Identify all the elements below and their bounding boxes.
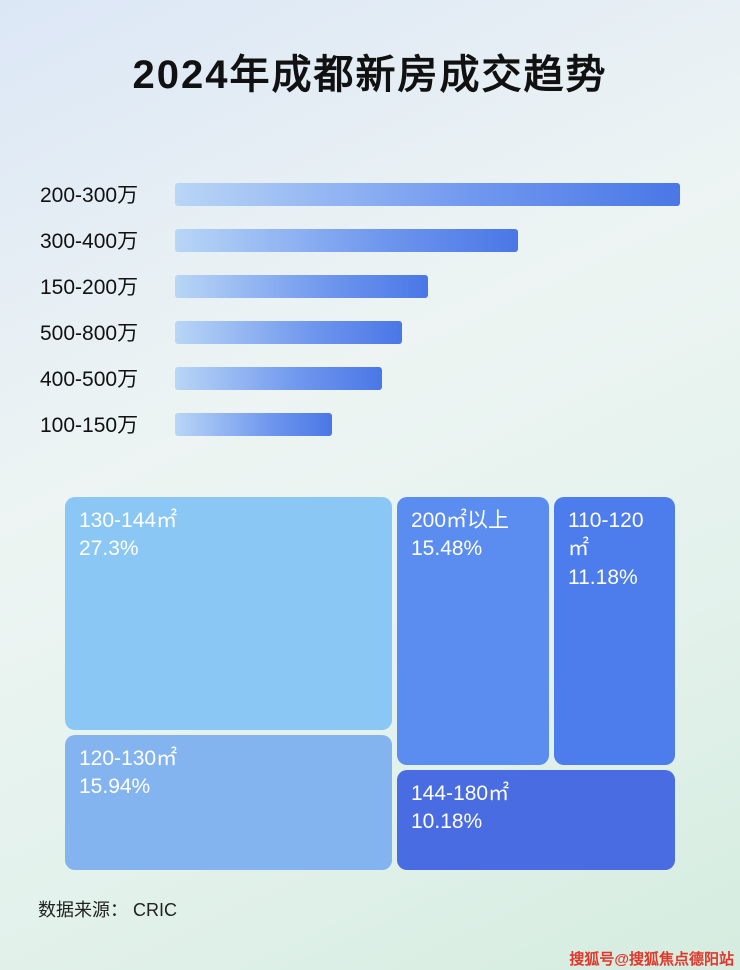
bar-row: 150-200万 — [40, 274, 680, 299]
bar-track — [175, 320, 680, 344]
bar-fill — [175, 182, 680, 206]
bar-fill — [175, 412, 332, 436]
bar-row: 400-500万 — [40, 366, 680, 391]
treemap-block-label: 130-144㎡ — [79, 509, 178, 532]
bar-label: 100-150万 — [40, 414, 139, 437]
bar-fill — [175, 274, 428, 298]
treemap-block-144-180: 144-180㎡ 10.18% — [397, 770, 675, 870]
bar-label: 300-400万 — [40, 230, 139, 253]
area-share-treemap: 130-144㎡ 27.3% 120-130㎡ 15.94% 200㎡以上 15… — [65, 497, 675, 870]
treemap-block-value: 10.18% — [411, 810, 483, 834]
bar-track — [175, 274, 680, 298]
price-range-bar-chart: 200-300万 300-400万 150-200万 500-800万 400- — [40, 182, 680, 458]
treemap-block-value: 15.94% — [79, 775, 151, 799]
bar-label: 150-200万 — [40, 276, 139, 299]
bar-track — [175, 182, 680, 206]
bar-row: 100-150万 — [40, 412, 680, 437]
bar-track — [175, 366, 680, 390]
data-source-label: 数据来源： CRIC — [38, 900, 177, 920]
bar-label: 500-800万 — [40, 322, 139, 345]
bar-track — [175, 228, 680, 252]
bar-track — [175, 412, 680, 436]
treemap-block-110-120: 110-120㎡ 11.18% — [554, 497, 675, 765]
treemap-block-label: 144-180㎡ — [411, 782, 510, 805]
bar-row: 200-300万 — [40, 182, 680, 207]
treemap-block-label: 120-130㎡ — [79, 747, 178, 770]
treemap-block-value: 11.18% — [568, 565, 638, 589]
bar-row: 500-800万 — [40, 320, 680, 345]
bar-fill — [175, 320, 403, 344]
bar-fill — [175, 228, 519, 252]
bar-label: 400-500万 — [40, 368, 139, 391]
watermark-label: 搜狐号@搜狐焦点德阳站 — [569, 951, 734, 968]
treemap-block-value: 15.48% — [411, 537, 483, 561]
page-title: 2024年成都新房成交趋势 — [132, 53, 608, 97]
treemap-block-label: 200㎡以上 — [411, 509, 510, 532]
treemap-block-130-144: 130-144㎡ 27.3% — [65, 497, 392, 730]
treemap-block-label: 110-120㎡ — [568, 509, 644, 561]
bar-label: 200-300万 — [40, 184, 139, 207]
treemap-block-200-plus: 200㎡以上 15.48% — [397, 497, 549, 765]
bar-fill — [175, 366, 383, 390]
bar-row: 300-400万 — [40, 228, 680, 253]
treemap-block-value: 27.3% — [79, 537, 139, 561]
treemap-block-120-130: 120-130㎡ 15.94% — [65, 735, 392, 870]
